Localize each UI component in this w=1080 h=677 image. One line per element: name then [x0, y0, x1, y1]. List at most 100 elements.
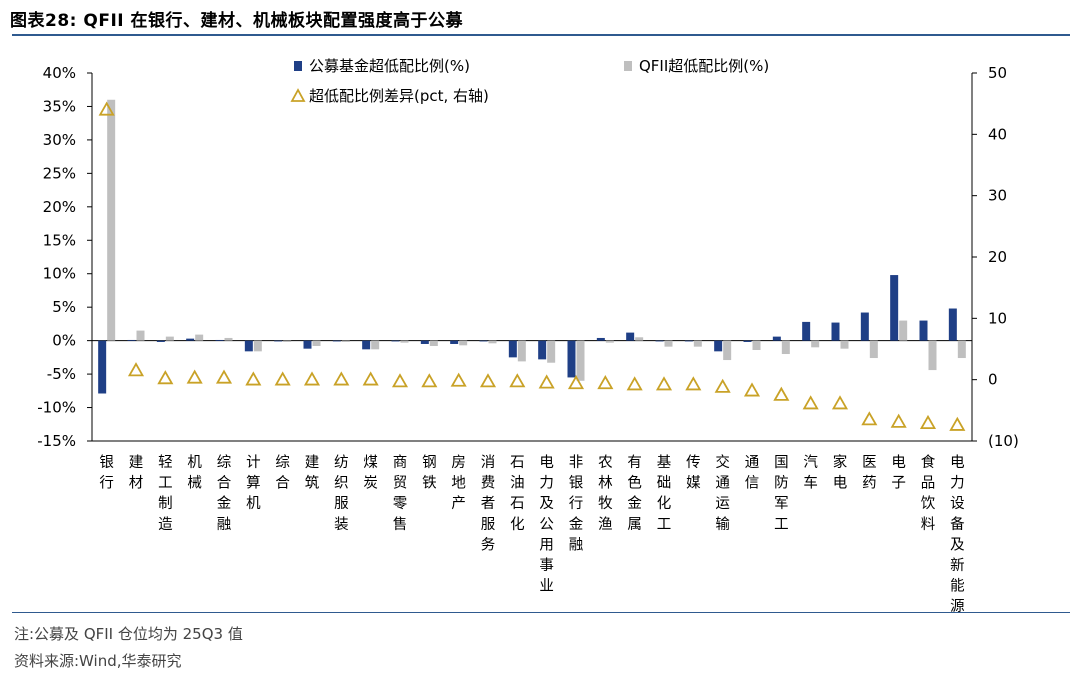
right-tick-label: (10) [988, 432, 1019, 450]
diff-marker [773, 386, 790, 401]
bar-qfii [869, 340, 878, 359]
left-tick-label: 20% [43, 198, 76, 216]
bar-fund [596, 337, 605, 341]
bar-fund [948, 308, 957, 341]
diff-marker [245, 371, 262, 386]
bar-qfii [136, 330, 145, 341]
bar-fund [244, 340, 253, 352]
category-label: 医药 [862, 455, 877, 492]
bar-fund [802, 321, 811, 341]
category-label: 银行 [99, 454, 114, 492]
bar-fund [156, 340, 165, 342]
category-label: 通信 [745, 454, 760, 492]
category-label: 建材 [129, 454, 144, 492]
diff-marker [802, 395, 819, 410]
diff-marker [421, 373, 438, 388]
diff-marker [861, 411, 878, 426]
left-tick-label: 40% [43, 64, 76, 82]
right-tick-label: 20 [988, 248, 1007, 266]
category-label: 农林牧渔 [598, 454, 613, 533]
bar-qfii [283, 340, 292, 342]
bar-fund [127, 339, 136, 341]
diff-marker [157, 370, 174, 385]
bar-fund [508, 340, 517, 358]
bar-qfii [312, 340, 321, 346]
diff-marker [626, 376, 643, 391]
diff-marker [714, 378, 731, 393]
left-tick-label: -15% [37, 432, 76, 450]
diff-marker [127, 362, 145, 377]
bar-qfii [899, 320, 908, 341]
category-label: 有色金属 [627, 454, 642, 533]
category-label: 消费者服务 [481, 454, 496, 553]
bar-fund [274, 340, 283, 342]
bar-fund [391, 340, 400, 342]
category-label: 汽车 [803, 454, 818, 492]
bar-fund [714, 340, 723, 352]
left-tick-label: 10% [43, 265, 76, 283]
bar-qfii [459, 340, 468, 346]
category-label: 煤炭 [363, 454, 378, 492]
diff-marker [333, 371, 350, 386]
category-label: 钢铁 [422, 454, 437, 492]
bar-fund [186, 338, 195, 341]
right-tick-label: 50 [988, 64, 1007, 82]
category-label: 电力设备及新能源 [950, 454, 965, 612]
category-label: 传媒 [686, 454, 701, 492]
bar-qfii [664, 340, 673, 347]
diff-marker [919, 414, 937, 429]
diff-marker [215, 369, 233, 384]
left-tick-label: 5% [52, 298, 76, 316]
legend-swatch [624, 61, 632, 71]
bar-qfii [723, 340, 732, 361]
diff-marker [479, 373, 497, 388]
right-tick-label: 10 [988, 309, 1007, 327]
left-tick-label: 15% [43, 231, 76, 249]
left-tick-label: -10% [37, 399, 76, 417]
category-label: 轻工制造 [158, 454, 173, 533]
bar-qfii [400, 340, 409, 343]
bar-qfii [253, 340, 262, 352]
category-label: 石油石化 [510, 455, 525, 533]
bar-qfii [488, 340, 497, 344]
diff-marker [450, 372, 467, 387]
bar-qfii [957, 340, 966, 359]
bar-qfii [576, 340, 585, 381]
category-label: 食品饮料 [921, 454, 936, 533]
bar-fund [98, 340, 107, 394]
bar-qfii [371, 340, 380, 350]
bar-qfii [840, 340, 849, 349]
diff-marker [685, 376, 702, 391]
bar-fund [684, 340, 693, 342]
footer-rule [12, 612, 1070, 613]
bar-qfii [341, 340, 350, 342]
legend-swatch [290, 88, 306, 102]
category-label: 商贸零售 [393, 454, 408, 533]
left-tick-label: 30% [43, 131, 76, 149]
legend-swatch [294, 61, 302, 71]
right-tick-label: 40 [988, 125, 1007, 143]
bar-qfii [224, 337, 233, 341]
bar-fund [772, 336, 781, 341]
diff-marker [567, 375, 585, 390]
bar-fund [362, 340, 371, 350]
bar-chart: 40% 35% 30% 25% 20% 15% 10% 5% 0% -5% -10% -15% 50 40… [37, 57, 1019, 612]
bar-fund [626, 332, 635, 341]
category-label: 非银行金融 [569, 454, 584, 553]
bar-qfii [928, 340, 937, 371]
bar-qfii [811, 340, 820, 348]
diff-marker [362, 371, 379, 386]
category-label: 机械 [187, 454, 202, 492]
bar-fund [655, 340, 664, 342]
category-label: 建筑 [305, 454, 320, 492]
bar-fund [450, 340, 459, 344]
category-label: 电力及公用事业 [539, 454, 554, 595]
category-label: 家电 [833, 454, 848, 492]
diff-marker [538, 374, 555, 389]
diff-marker [274, 371, 291, 386]
title-rule [12, 34, 1070, 36]
source-note: 资料来源:Wind,华泰研究 [14, 652, 182, 670]
category-label: 综合 [275, 454, 290, 492]
category-label: 房地产 [451, 454, 466, 512]
legend-label: QFII超低配比例(%) [639, 57, 769, 75]
